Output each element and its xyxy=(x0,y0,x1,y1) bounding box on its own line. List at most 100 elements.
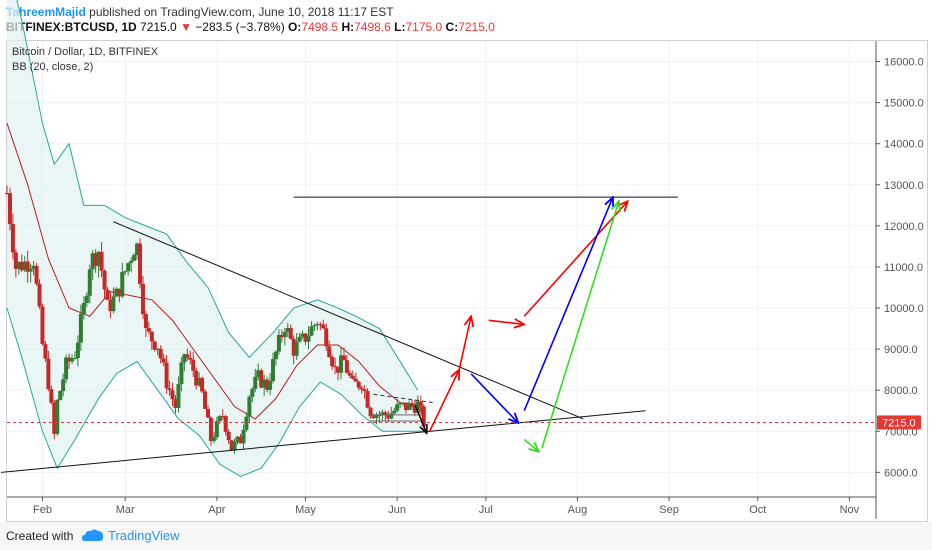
candle-body xyxy=(259,370,264,388)
candle-body xyxy=(306,335,311,342)
red-arrow xyxy=(523,201,627,317)
candle-body xyxy=(152,341,157,350)
y-tick-label: 11000.0 xyxy=(884,262,923,274)
indicator-label: BB (20, close, 2) xyxy=(12,61,94,73)
candle-body xyxy=(226,431,231,441)
candle-body xyxy=(406,403,411,410)
candle-body xyxy=(58,391,63,401)
author-link[interactable]: TahreemMajid xyxy=(6,5,86,19)
candle-body xyxy=(87,269,92,296)
candle-body xyxy=(197,377,202,386)
candle-body xyxy=(350,375,355,379)
created-with-label: Created with xyxy=(6,529,74,543)
blue-arrow xyxy=(470,373,518,423)
candle-body xyxy=(108,299,113,312)
y-tick-label: 6000.0 xyxy=(884,467,918,479)
close-label: C: xyxy=(445,20,459,34)
candle-body xyxy=(93,253,98,267)
chart-title: Bitcoin / Dollar, 1D, BITFINEX xyxy=(12,46,159,58)
candle-body xyxy=(256,370,261,377)
candle-body xyxy=(262,379,267,388)
candle-body xyxy=(288,327,293,339)
candle-body xyxy=(421,406,426,427)
candle-body xyxy=(182,354,187,363)
candle-body xyxy=(232,441,237,450)
candle-body xyxy=(191,359,196,371)
candle-body xyxy=(291,338,296,356)
candle-body xyxy=(344,360,349,373)
candle-body xyxy=(324,328,329,347)
candle-body xyxy=(170,390,175,400)
candle-body xyxy=(214,421,219,438)
candle-body xyxy=(273,351,278,360)
x-tick-label: Jul xyxy=(479,504,493,516)
candle-body xyxy=(238,436,243,444)
candle-body xyxy=(72,358,77,360)
candle-body xyxy=(415,401,420,413)
candle-body xyxy=(114,288,119,297)
candle-body xyxy=(303,333,308,342)
candle-body xyxy=(371,416,376,419)
y-tick-label: 12000.0 xyxy=(884,221,924,233)
candle-body xyxy=(84,295,89,303)
candle-body xyxy=(279,334,284,338)
x-tick-label: Sep xyxy=(659,504,679,516)
x-tick-label: Oct xyxy=(749,504,766,516)
candle-body xyxy=(309,326,314,336)
candle-body xyxy=(161,358,166,363)
candle-body xyxy=(347,372,352,376)
candle-body xyxy=(318,324,323,326)
candle-body xyxy=(315,324,320,326)
candle-body xyxy=(336,366,341,373)
projection-arrows xyxy=(428,197,628,452)
candle-body xyxy=(176,384,181,408)
candles-layer xyxy=(5,185,426,454)
consolidation-drawing xyxy=(370,393,433,422)
candle-body xyxy=(25,261,30,272)
candle-body xyxy=(158,348,163,359)
candle-body xyxy=(294,341,299,356)
candle-body xyxy=(167,388,172,391)
candle-body xyxy=(7,193,12,225)
red-arrow xyxy=(458,316,471,370)
candle-body xyxy=(365,391,370,408)
close-value: 7215.0 xyxy=(458,20,495,34)
tradingview-brand[interactable]: TradingView xyxy=(108,528,180,543)
bollinger-upper-band xyxy=(16,0,419,391)
candle-body xyxy=(282,331,287,338)
candle-body xyxy=(78,313,83,343)
candle-body xyxy=(75,342,80,359)
candle-body xyxy=(99,251,104,271)
candle-body xyxy=(5,193,9,194)
low-value: 7175.0 xyxy=(405,20,443,34)
y-tick-label: 13000.0 xyxy=(884,180,924,192)
candle-body xyxy=(321,324,326,329)
dashed-resistance-line xyxy=(373,393,433,404)
candle-body xyxy=(155,348,160,350)
candle-body xyxy=(362,389,367,392)
candle-body xyxy=(52,402,57,434)
candle-body xyxy=(40,306,45,345)
candle-body xyxy=(179,362,184,385)
candle-body xyxy=(164,362,169,389)
candle-body xyxy=(188,357,193,360)
low-label: L: xyxy=(394,20,406,34)
candle-body xyxy=(418,401,423,407)
candle-body xyxy=(16,262,21,269)
candle-body xyxy=(412,405,417,413)
candle-body xyxy=(253,376,258,389)
candle-body xyxy=(285,327,290,332)
candle-body xyxy=(143,314,148,329)
candle-body xyxy=(200,377,205,392)
publication-line: TahreemMajid published on TradingView.co… xyxy=(6,5,394,19)
candle-body xyxy=(117,288,122,297)
blue-arrow xyxy=(523,197,613,412)
y-tick-label: 8000.0 xyxy=(884,385,918,397)
y-tick-label: 16000.0 xyxy=(884,57,924,69)
candle-body xyxy=(96,251,101,267)
x-tick-label: Feb xyxy=(33,504,52,516)
candle-body xyxy=(395,404,400,411)
x-tick-label: May xyxy=(295,504,316,516)
publication-header: TahreemMajid published on TradingView.co… xyxy=(0,0,932,40)
